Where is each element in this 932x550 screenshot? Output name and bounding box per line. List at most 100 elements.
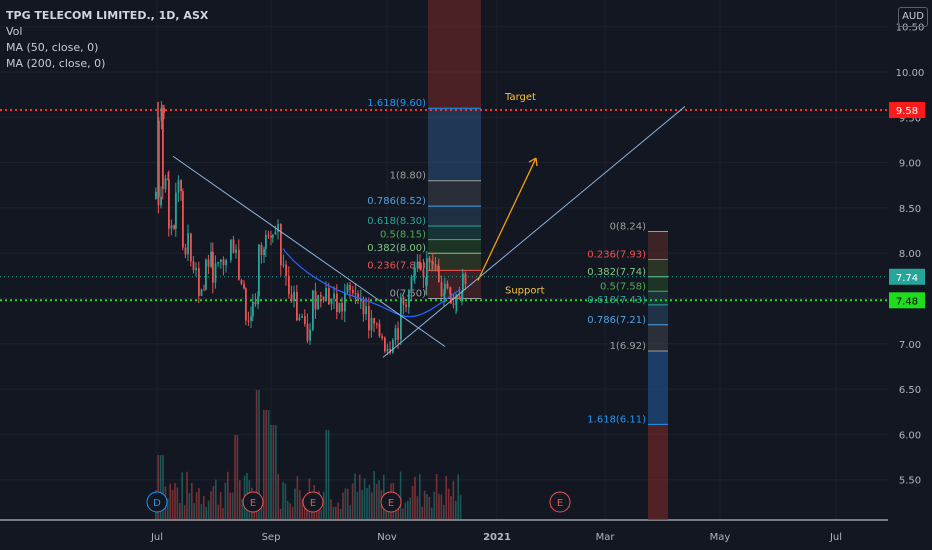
candle-body <box>394 328 397 340</box>
candle-body <box>167 178 169 180</box>
fib1-zone-blue <box>428 108 481 181</box>
volume-bar <box>212 485 215 520</box>
y-tick-label: 6.00 <box>899 430 921 441</box>
volume-bar <box>159 455 162 520</box>
candle-body <box>192 261 195 271</box>
volume-bar <box>205 506 207 520</box>
indicator-ma50[interactable]: MA (50, close, 0) <box>6 41 99 54</box>
x-tick-label: Sep <box>262 532 281 543</box>
event-marker[interactable] <box>549 491 571 513</box>
candle-body <box>452 303 455 305</box>
candle-body <box>270 235 272 238</box>
fib1-level-label: 0.786(8.52) <box>367 196 426 207</box>
volume-bar <box>433 491 435 520</box>
volume-bar <box>289 503 291 520</box>
volume-bar <box>279 509 282 520</box>
candle-body <box>195 268 197 271</box>
volume-bar <box>203 495 205 520</box>
candle-body <box>205 259 207 290</box>
event-marker[interactable] <box>302 491 324 513</box>
volume-bar <box>167 498 169 520</box>
y-tick-label: 9.00 <box>899 159 921 170</box>
candle-body <box>373 318 375 324</box>
volume-bar <box>162 455 164 520</box>
volume-bar <box>371 492 373 520</box>
candle-body <box>422 269 425 278</box>
volume-bar <box>301 498 303 520</box>
fib1-level-label: 0.618(8.30) <box>367 216 426 227</box>
candle-body <box>217 261 219 264</box>
price-label: 9.58 <box>896 106 918 117</box>
x-tick-label: 2021 <box>483 532 511 543</box>
candle-body <box>458 295 461 299</box>
fib2-level-label: 0.382(7.74) <box>587 267 646 278</box>
indicator-volume[interactable]: Vol <box>6 25 23 38</box>
event-marker-label: E <box>310 498 316 509</box>
event-marker[interactable] <box>380 491 402 513</box>
event-marker[interactable] <box>146 491 168 513</box>
candle-body <box>456 295 458 301</box>
candle-body <box>170 225 173 229</box>
volume-bar <box>294 488 296 520</box>
candle-body <box>352 290 354 294</box>
volume-bar <box>255 390 258 520</box>
candle-body <box>381 336 383 338</box>
fib1-zone <box>428 239 481 254</box>
y-tick-label: 7.00 <box>899 340 921 351</box>
volume-bar <box>169 483 171 520</box>
volume-bar <box>234 435 236 520</box>
volume-bar <box>373 471 375 520</box>
fib2-zone <box>648 259 668 277</box>
candle-body <box>168 179 170 229</box>
volume-bar <box>188 493 191 520</box>
candle-body <box>175 192 177 229</box>
candle-body <box>160 196 162 206</box>
volume-bar <box>323 491 325 520</box>
candle-body <box>362 300 365 315</box>
volume-bar <box>191 483 193 520</box>
volume-bar <box>267 410 270 520</box>
volume-bar <box>421 506 423 520</box>
volume-bar <box>176 487 179 520</box>
ma-line <box>282 248 461 318</box>
price-label: 7.48 <box>896 296 918 307</box>
fib1-zone <box>428 180 481 207</box>
candle-body <box>160 107 163 121</box>
y-tick-label: 6.50 <box>899 385 921 396</box>
volume-bar <box>229 492 231 520</box>
candle-body <box>322 296 325 301</box>
volume-bar <box>282 481 284 520</box>
candle-body <box>225 260 227 266</box>
fib1-level-label: 1.618(9.60) <box>367 98 426 109</box>
price-label-bg <box>889 292 925 309</box>
candle-body <box>328 287 330 305</box>
volume-bar <box>260 499 263 520</box>
x-tick-label: Nov <box>377 532 397 543</box>
candle-body <box>164 178 167 190</box>
volume-bar <box>366 488 368 520</box>
volume-bar <box>231 492 234 520</box>
candle-body <box>338 302 341 313</box>
x-tick-label: May <box>710 532 731 543</box>
candle-body <box>410 276 413 291</box>
y-tick-label: 8.50 <box>899 204 921 215</box>
candle-body <box>314 290 317 310</box>
fib1-zone <box>428 206 481 227</box>
volume-bar <box>359 474 361 520</box>
candle-body <box>203 289 205 291</box>
volume-bar <box>399 471 402 520</box>
event-marker[interactable] <box>242 491 264 513</box>
candle-body <box>235 249 237 253</box>
y-tick-label: 9.50 <box>899 113 921 124</box>
currency-badge[interactable]: AUD <box>898 7 928 27</box>
candle-body <box>184 247 187 255</box>
candle-body <box>365 306 367 315</box>
symbol-title: TPG TELECOM LIMITED., 1D, ASX <box>6 9 209 22</box>
downtrend-line <box>172 155 446 347</box>
volume-bar <box>335 506 337 520</box>
indicator-ma200[interactable]: MA (200, close, 0) <box>6 57 106 70</box>
volume-bar <box>375 483 378 520</box>
candle-body <box>163 107 165 113</box>
candle-body <box>317 295 319 310</box>
